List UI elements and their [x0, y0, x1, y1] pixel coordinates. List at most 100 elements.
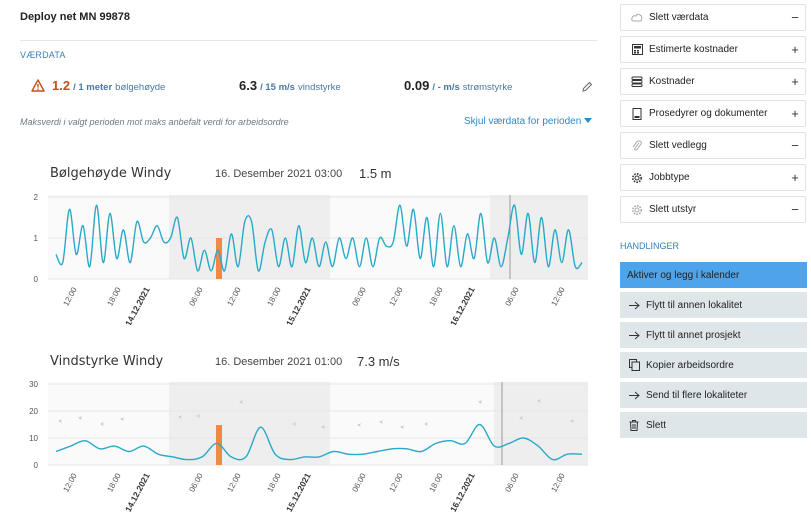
copy-work-order-button[interactable]: Kopier arbeidsordre: [620, 352, 807, 378]
activate-calendar-button[interactable]: Aktiver og legg i kalender: [620, 262, 807, 288]
x-tick-label: 06:00: [503, 471, 521, 493]
document-icon: [629, 107, 645, 120]
current-speed-limit: / - m/s: [432, 82, 460, 93]
wind-direction-arrow: [321, 425, 325, 429]
collapse-toggle[interactable]: −: [791, 10, 799, 25]
weather-note: Maksverdi i valgt perioden mot maks anbe…: [20, 117, 289, 127]
actions-section-label: HANDLINGER: [620, 241, 680, 251]
wind-speed-metric: 6.3 / 15 m/s vindstyrke: [239, 78, 341, 93]
wind-speed-label: vindstyrke: [297, 82, 341, 93]
delete-button[interactable]: Slett: [620, 412, 807, 438]
x-tick-label: 12:00: [61, 285, 79, 307]
hide-weather-link[interactable]: Skjul værdata for perioden: [464, 116, 593, 127]
x-tick-label: 18:00: [427, 471, 445, 493]
hide-weather-label: Skjul værdata for perioden: [464, 116, 582, 127]
coins-icon: [629, 76, 645, 87]
y-tick-label: 30: [29, 380, 38, 389]
expand-toggle[interactable]: +: [791, 42, 799, 57]
wave-chart-value: 1.5 m: [359, 166, 392, 181]
work-order-main: Deploy net MN 99878 VÆRDATA 1.2 / 1 mete…: [20, 11, 597, 514]
x-tick-label: 15.12.2021: [284, 471, 313, 513]
wave-chart-title: Bølgehøyde Windy: [50, 166, 172, 181]
calculator-icon: [629, 44, 645, 55]
expand-toggle[interactable]: +: [791, 170, 799, 185]
panel-label: Prosedyrer og dokumenter: [649, 108, 768, 119]
x-tick-label: 16.12.2021: [448, 471, 477, 513]
button-label: Flytt til annen lokalitet: [646, 299, 743, 311]
button-label: Aktiver og legg i kalender: [627, 269, 740, 281]
night-band: [169, 382, 330, 465]
x-tick-label: 18:00: [427, 285, 445, 307]
x-tick-label: 12:00: [225, 471, 243, 493]
paperclip-icon: [629, 139, 645, 152]
send-locations-button[interactable]: Send til flere lokaliteter: [620, 382, 807, 408]
chevron-down-icon: [584, 118, 593, 123]
panel-job-type[interactable]: Jobbtype +: [620, 164, 806, 191]
x-tick-label: 18:00: [105, 471, 123, 493]
panel-delete-weather[interactable]: Slett værdata −: [620, 4, 806, 31]
expand-toggle[interactable]: +: [791, 74, 799, 89]
collapse-toggle[interactable]: −: [791, 138, 799, 153]
x-tick-label: 12:00: [61, 471, 79, 493]
x-tick-label: 06:00: [350, 285, 368, 307]
panel-estimated-costs[interactable]: Estimerte kostnader +: [620, 36, 806, 63]
x-tick-label: 18:00: [265, 471, 283, 493]
wind-direction-arrow: [120, 417, 124, 421]
night-band: [169, 195, 330, 279]
x-tick-label: 12:00: [225, 285, 243, 307]
x-tick-label: 12:00: [387, 471, 405, 493]
x-tick-label: 06:00: [503, 285, 521, 307]
current-speed-value: 0.09: [404, 78, 430, 93]
panel-delete-attachments[interactable]: Slett vedlegg −: [620, 132, 806, 159]
wind-speed-limit: / 15 m/s: [260, 82, 295, 93]
wind-direction-arrow: [424, 422, 428, 426]
wave-height-value: 1.2: [52, 78, 71, 93]
wind-direction-arrow: [570, 419, 574, 423]
panel-costs[interactable]: Kostnader +: [620, 68, 806, 95]
wind-direction-arrow: [239, 400, 243, 404]
y-tick-label: 2: [34, 193, 39, 202]
wind-direction-arrow: [379, 420, 383, 424]
x-tick-label: 12:00: [387, 285, 405, 307]
copy-icon: [627, 359, 641, 371]
panel-label: Slett vedlegg: [649, 140, 707, 151]
divider: [20, 40, 597, 41]
panel-label: Kostnader: [649, 76, 695, 87]
warning-icon: [31, 79, 45, 92]
wind-chart-value: 7.3 m/s: [357, 354, 400, 369]
page-title: Deploy net MN 99878: [20, 11, 131, 23]
wind-direction-arrow: [478, 400, 482, 404]
gear-icon: [629, 172, 645, 184]
panel-procedures-documents[interactable]: Prosedyrer og dokumenter +: [620, 100, 806, 127]
y-tick-label: 1: [34, 234, 39, 243]
y-tick-label: 0: [34, 275, 39, 284]
series-line: [55, 423, 583, 461]
expand-toggle[interactable]: +: [791, 106, 799, 121]
move-location-button[interactable]: Flytt til annen lokalitet: [620, 292, 807, 318]
wind-chart-date: 16. Desember 2021 01:00: [215, 356, 343, 368]
current-speed-label: strømstyrke: [462, 82, 513, 93]
wind-speed-value: 6.3: [239, 78, 258, 93]
wind-direction-arrow: [357, 423, 361, 427]
wave-height-label: bølgehøyde: [115, 82, 166, 93]
move-project-button[interactable]: Flytt til annet prosjekt: [620, 322, 807, 348]
trash-icon: [627, 419, 641, 431]
wind-direction-arrow: [537, 399, 541, 403]
x-tick-label: 18:00: [105, 285, 123, 307]
wind-direction-arrow: [178, 415, 182, 419]
weather-section-label: VÆRDATA: [20, 50, 66, 60]
y-tick-label: 10: [29, 434, 38, 443]
x-tick-label: 12:00: [549, 285, 567, 307]
panel-label: Jobbtype: [649, 172, 690, 183]
x-tick-label: 14.12.2021: [123, 285, 152, 325]
collapse-toggle[interactable]: −: [791, 202, 799, 217]
edit-pencil-icon[interactable]: [581, 81, 593, 93]
x-tick-label: 06:00: [350, 471, 368, 493]
panel-label: Slett utstyr: [649, 204, 697, 215]
panel-delete-equipment[interactable]: Slett utstyr −: [620, 196, 806, 223]
wave-height-metric: 1.2 / 1 meter bølgehøyde: [52, 78, 165, 93]
button-label: Kopier arbeidsordre: [646, 359, 734, 371]
arrow-right-icon: [627, 301, 641, 310]
